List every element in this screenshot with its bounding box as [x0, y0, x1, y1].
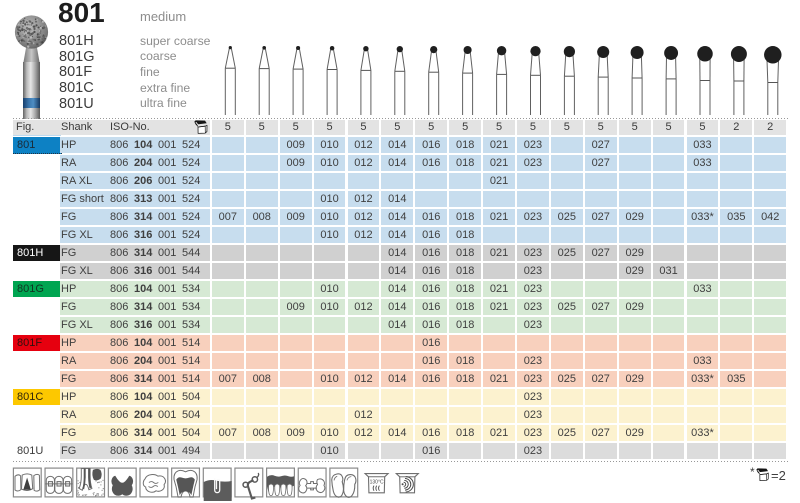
svg-text:130°C: 130°C: [370, 480, 384, 486]
